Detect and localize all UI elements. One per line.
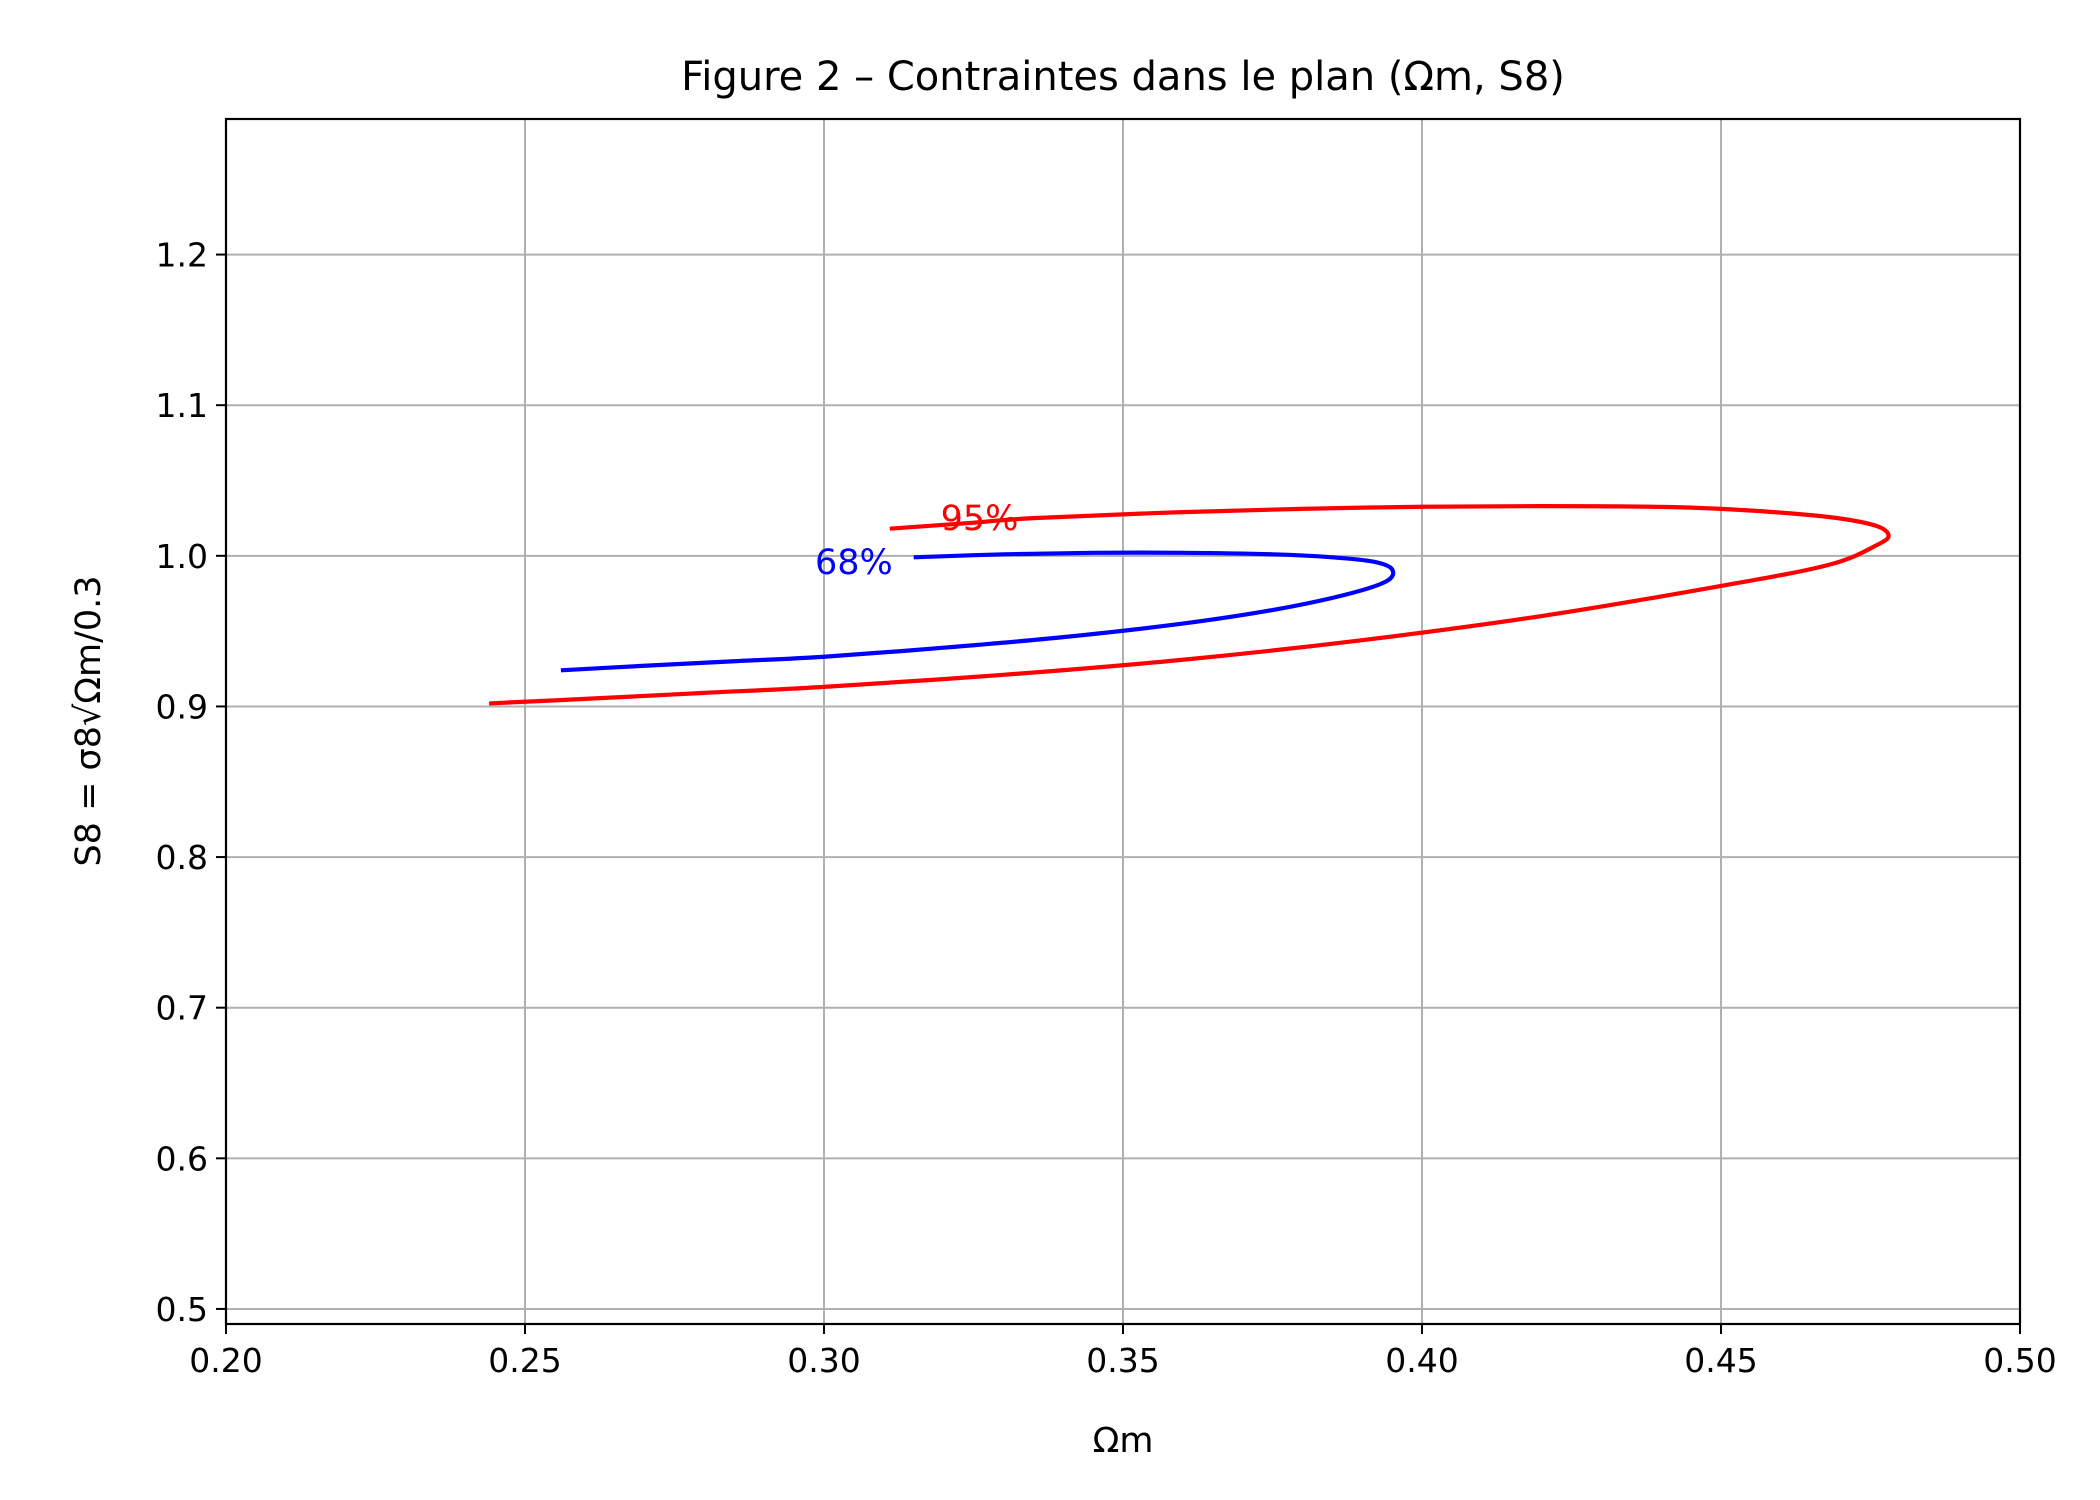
y-tick-label: 0.9 <box>156 687 208 726</box>
x-axis-label: Ωm <box>1093 1421 1154 1461</box>
contour-series <box>489 504 1891 706</box>
contour-68-label: 68% <box>815 543 893 583</box>
x-tick-label: 0.40 <box>1385 1341 1458 1380</box>
contour-95-line <box>489 504 1891 706</box>
y-tick-label: 1.1 <box>156 386 208 425</box>
chart-title: Figure 2 – Contraintes dans le plan (Ωm,… <box>681 54 1565 100</box>
x-tick-label: 0.25 <box>488 1341 561 1380</box>
x-tick-label: 0.35 <box>1086 1341 1159 1380</box>
y-axis-label: S8 = σ8√Ωm/0.3 <box>69 575 109 866</box>
y-tick-label: 1.2 <box>156 236 208 275</box>
x-tick-label: 0.50 <box>1983 1341 2056 1380</box>
contour-95-label: 95% <box>941 499 1019 539</box>
y-tick-label: 0.7 <box>156 989 208 1028</box>
y-tick-label: 0.6 <box>156 1139 208 1178</box>
y-tick-label: 1.0 <box>156 537 208 576</box>
x-tick-label: 0.30 <box>787 1341 860 1380</box>
contour-labels: 68% 95% <box>815 499 1018 583</box>
x-tick-label: 0.45 <box>1684 1341 1757 1380</box>
y-tick-label: 0.8 <box>156 838 208 877</box>
y-tick-label: 0.5 <box>156 1290 208 1329</box>
contour-68-line <box>560 550 1396 673</box>
axis-ticks: 0.20 0.25 0.30 0.35 0.40 0.45 0.50 0.5 0.6 0.7 0.8… <box>156 236 2057 1380</box>
x-tick-label: 0.20 <box>189 1341 262 1380</box>
